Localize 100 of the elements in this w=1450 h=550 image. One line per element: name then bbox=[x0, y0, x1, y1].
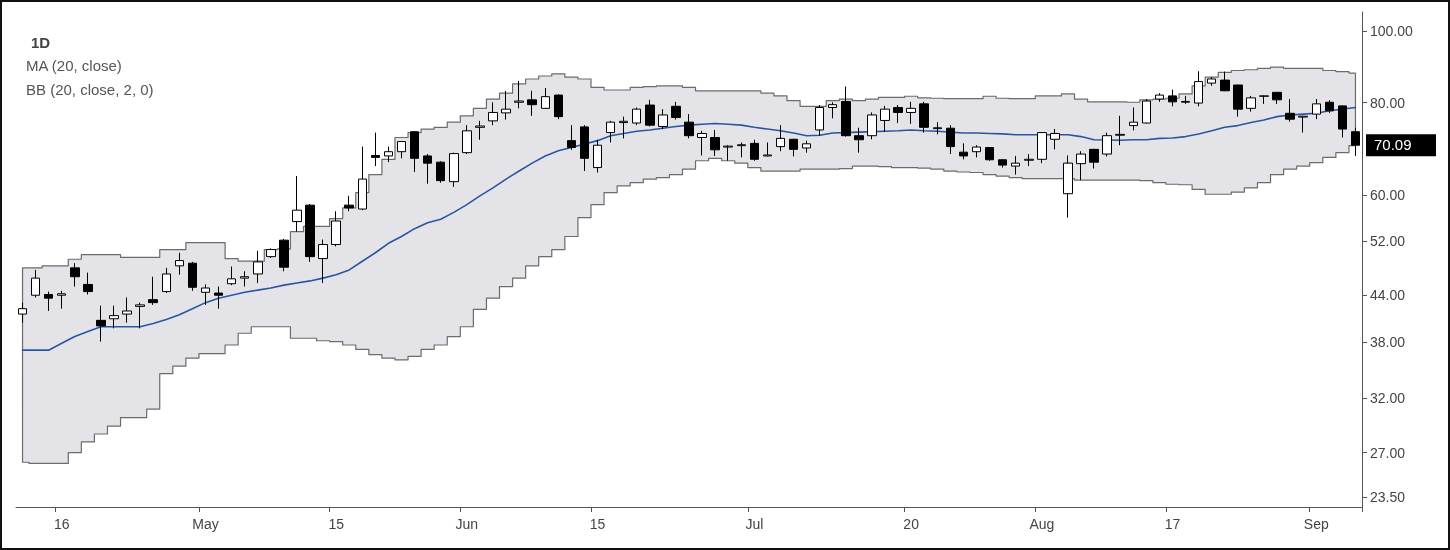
candlestick bbox=[410, 130, 419, 173]
candlestick bbox=[31, 269, 40, 298]
candlestick bbox=[1207, 76, 1216, 87]
candlestick bbox=[188, 261, 197, 292]
candlestick bbox=[1259, 94, 1269, 105]
candlestick bbox=[1168, 89, 1177, 107]
y-tick-label: 100.00 bbox=[1370, 22, 1414, 39]
y-tick-label: 27.00 bbox=[1370, 444, 1406, 461]
line-series bbox=[21, 106, 1357, 351]
candlestick bbox=[449, 152, 459, 188]
candlestick bbox=[1246, 95, 1256, 113]
candlestick bbox=[841, 86, 851, 138]
candlestick bbox=[358, 146, 367, 211]
candlestick bbox=[1129, 107, 1138, 131]
candlestick bbox=[802, 140, 811, 154]
candlestick bbox=[514, 80, 524, 109]
x-tick-label: 15 bbox=[328, 516, 345, 532]
x-tick-label: 20 bbox=[903, 516, 920, 532]
candlestick bbox=[1076, 150, 1086, 181]
candlestick bbox=[985, 146, 994, 162]
candlestick bbox=[501, 90, 511, 121]
x-tick-label: 17 bbox=[1164, 516, 1181, 532]
candlestick bbox=[723, 144, 733, 162]
candlestick bbox=[867, 111, 877, 140]
candlestick bbox=[593, 139, 602, 174]
candlestick bbox=[1089, 148, 1099, 170]
candlestick bbox=[1338, 104, 1347, 138]
y-tick-label: 80.00 bbox=[1370, 94, 1406, 111]
candlestick bbox=[162, 267, 171, 294]
x-tick-label: 16 bbox=[53, 516, 70, 532]
candlestick bbox=[645, 99, 655, 127]
candlestick bbox=[331, 210, 341, 247]
candlestick bbox=[83, 272, 93, 295]
candlestick bbox=[1298, 115, 1308, 134]
candlestick bbox=[318, 239, 328, 284]
annotation: BB (20, close, 2, 0) bbox=[26, 81, 154, 98]
candlestick bbox=[109, 305, 119, 329]
candlestick bbox=[462, 124, 472, 155]
candlestick bbox=[423, 153, 432, 185]
candlestick bbox=[1037, 131, 1047, 164]
candlestick bbox=[292, 175, 302, 233]
candlestick bbox=[397, 140, 406, 159]
candlestick bbox=[697, 130, 707, 156]
x-tick-label: Jul bbox=[745, 516, 764, 532]
candlestick bbox=[619, 116, 628, 139]
candlestick bbox=[96, 305, 106, 343]
candlestick bbox=[1181, 95, 1190, 105]
x-tick-label: Aug bbox=[1029, 516, 1055, 532]
candlestick bbox=[475, 120, 485, 141]
y-tick-label: 52.00 bbox=[1370, 233, 1406, 250]
candlestick bbox=[893, 104, 903, 124]
candlestick bbox=[1024, 153, 1034, 167]
candlestick bbox=[828, 101, 837, 119]
candlestick bbox=[344, 195, 354, 212]
candlestick bbox=[1115, 115, 1125, 146]
candlestick bbox=[18, 302, 27, 324]
candlestick bbox=[1325, 99, 1334, 114]
candlestick bbox=[122, 296, 132, 324]
x-tick-label: 15 bbox=[589, 516, 606, 532]
candlestick bbox=[789, 138, 798, 157]
candlestick bbox=[1102, 132, 1112, 157]
candlestick bbox=[750, 139, 759, 162]
candlestick bbox=[919, 101, 929, 134]
candlestick bbox=[1272, 91, 1282, 105]
candlestick bbox=[933, 121, 942, 135]
candlestick bbox=[567, 124, 576, 151]
candlestick bbox=[580, 124, 589, 172]
candlestick bbox=[815, 104, 824, 137]
candlestick bbox=[880, 105, 890, 133]
candlestick bbox=[148, 276, 158, 306]
y-tick-label: 23.50 bbox=[1370, 489, 1406, 506]
candlestick bbox=[1351, 127, 1360, 157]
candlestick bbox=[527, 90, 537, 117]
candlestick bbox=[554, 93, 563, 120]
y-tick-label: 32.00 bbox=[1370, 389, 1406, 406]
x-tick-label: Jun bbox=[455, 516, 479, 532]
candlestick bbox=[1285, 98, 1295, 123]
candlestick bbox=[436, 160, 445, 184]
x-tick-label: Sep bbox=[1303, 516, 1329, 532]
y-tick-label: 44.00 bbox=[1370, 287, 1406, 304]
candlestick bbox=[606, 120, 615, 143]
candlestick bbox=[763, 141, 772, 157]
y-tick-label: 60.00 bbox=[1370, 187, 1406, 204]
candlestick bbox=[214, 286, 223, 310]
candlestick bbox=[1050, 128, 1060, 150]
x-tick-label: May bbox=[192, 516, 219, 532]
candlestick bbox=[737, 141, 746, 158]
candlestick bbox=[671, 101, 681, 121]
candlestick bbox=[710, 129, 720, 157]
candlestick bbox=[998, 158, 1007, 169]
text: 70.09 bbox=[1374, 136, 1412, 154]
candlestick bbox=[44, 291, 53, 312]
candlestick bbox=[175, 252, 184, 276]
annotation: MA (20, close) bbox=[26, 57, 122, 74]
text: 1D bbox=[31, 34, 51, 51]
candlestick bbox=[906, 101, 916, 125]
candlestick bbox=[227, 266, 236, 286]
candlestick bbox=[946, 124, 955, 155]
candlestick bbox=[776, 124, 785, 152]
candlestick bbox=[1011, 155, 1020, 176]
